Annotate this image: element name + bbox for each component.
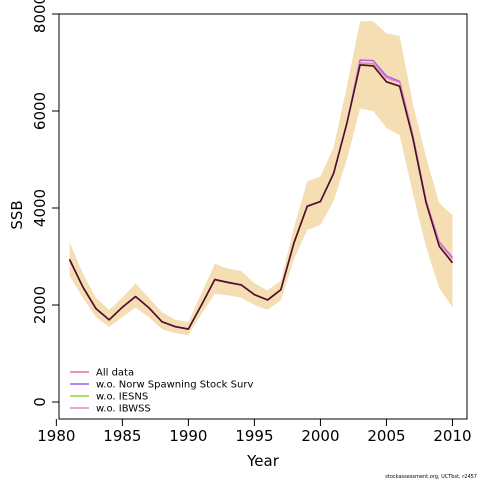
x-tick-label: 2010 [433,427,471,445]
x-tick-label: 1995 [235,427,273,445]
y-tick-label: 6000 [31,92,49,130]
x-tick-label: 1985 [103,427,141,445]
series-layer [68,59,454,330]
x-tick-label: 1990 [169,427,207,445]
series-line-4 [68,64,454,330]
x-tick-label: 1980 [37,427,75,445]
y-tick-label: 4000 [31,189,49,227]
x-tick-label: 2005 [367,427,405,445]
y-axis-title: SSB [8,200,26,229]
y-axis: 0 2000 4000 6000 8000 [31,0,59,407]
confidence-band [69,21,453,336]
legend-label: All data [96,368,134,379]
y-tick-label: 0 [31,397,49,407]
x-axis-title: Year [246,452,280,470]
confidence-band-layer [69,21,453,336]
x-tick-label: 2000 [301,427,339,445]
x-axis: 1980 1985 1990 1995 2000 2005 2010 [37,419,472,445]
legend-label: w.o. IESNS [96,392,148,403]
plot-frame [58,13,468,420]
legend-label: w.o. IBWSS [96,404,151,415]
legend-label: w.o. Norw Spawning Stock Surv [96,380,253,391]
footer-credit: stockassessment.org, UCTbst, r2457 [385,474,477,480]
y-tick-label: 2000 [31,286,49,324]
y-tick-label: 8000 [31,0,49,33]
